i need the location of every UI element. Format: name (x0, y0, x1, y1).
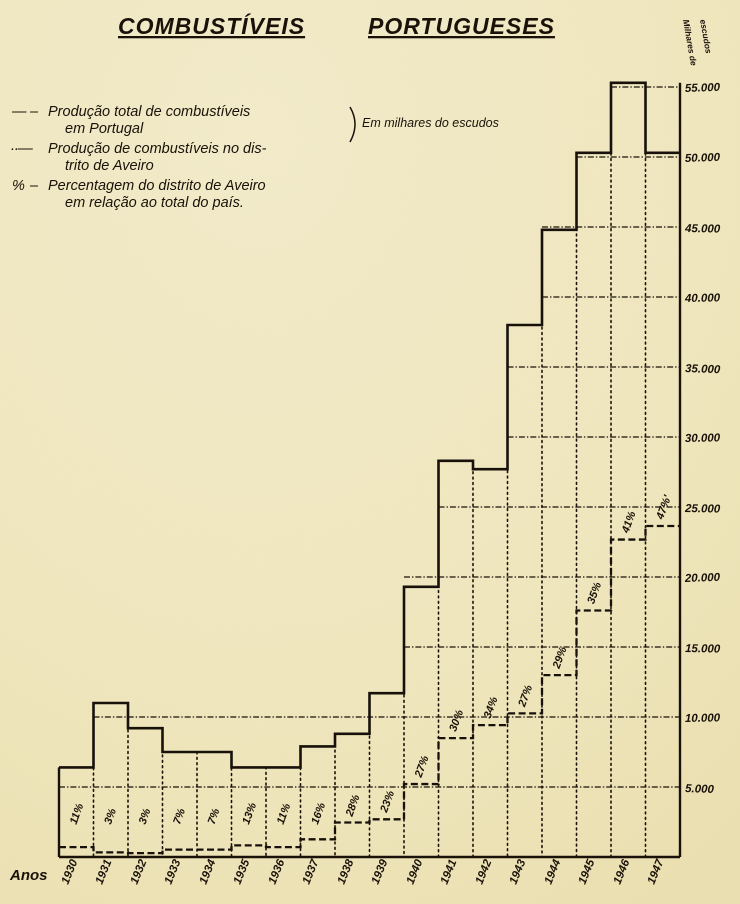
svg-text:40.000: 40.000 (684, 292, 721, 305)
svg-text:–: – (29, 104, 39, 120)
svg-text:–: – (29, 178, 39, 194)
svg-text:Em milhares do escudos: Em milhares do escudos (362, 116, 499, 130)
svg-text:Anos: Anos (9, 867, 48, 884)
svg-text:10.000: 10.000 (685, 712, 721, 725)
svg-text:PORTUGUESES: PORTUGUESES (368, 13, 555, 39)
svg-text:5.000: 5.000 (685, 783, 715, 796)
svg-text:COMBUSTÍVEIS: COMBUSTÍVEIS (118, 12, 305, 39)
svg-text:—: — (11, 104, 27, 120)
svg-text:20.000: 20.000 (684, 572, 721, 585)
svg-text:%: % (12, 178, 25, 194)
svg-text:em relação ao total do país.: em relação ao total do país. (65, 195, 244, 211)
svg-text:Produção de combustíveis no di: Produção de combustíveis no dis- (48, 141, 267, 157)
svg-text:Produção total de combustíveis: Produção total de combustíveis (48, 104, 250, 120)
svg-text:15.000: 15.000 (685, 643, 721, 656)
svg-text:55.000: 55.000 (685, 82, 721, 95)
svg-text:30.000: 30.000 (685, 432, 721, 445)
svg-text:··––: ··–– (10, 141, 34, 157)
svg-text:50.000: 50.000 (685, 152, 721, 165)
svg-text:trito de Aveiro: trito de Aveiro (65, 158, 154, 174)
svg-text:em Portugal: em Portugal (65, 121, 144, 137)
svg-text:25.000: 25.000 (684, 503, 721, 516)
svg-text:45.000: 45.000 (684, 223, 721, 236)
svg-text:Percentagem do distrito de Ave: Percentagem do distrito de Aveiro (48, 178, 266, 194)
svg-text:35.000: 35.000 (685, 363, 721, 376)
